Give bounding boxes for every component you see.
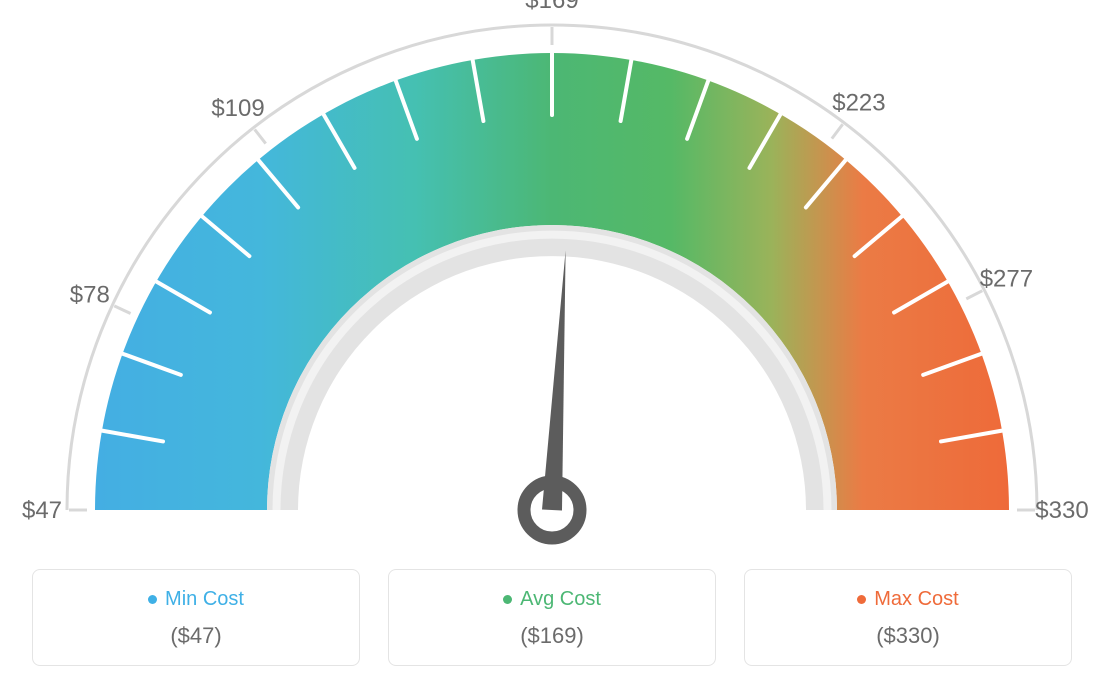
gauge-tick-label: $169 <box>525 0 578 14</box>
legend-min-value: ($47) <box>43 623 349 649</box>
gauge-needle <box>542 250 566 510</box>
legend-avg-top: Avg Cost <box>503 588 601 611</box>
legend-max-value: ($330) <box>755 623 1061 649</box>
gauge-tick-label: $78 <box>70 281 110 308</box>
gauge-major-tick <box>255 129 266 143</box>
gauge-svg: $47 $78 $109 $169 $223 $277 $330 <box>0 0 1104 555</box>
gauge-area: $47 $78 $109 $169 $223 $277 $330 <box>0 0 1104 555</box>
legend-avg-card: Avg Cost ($169) <box>388 569 716 666</box>
legend-min-card: Min Cost ($47) <box>32 569 360 666</box>
legend-avg-value: ($169) <box>399 623 705 649</box>
chart-container: $47 $78 $109 $169 $223 $277 $330 Min Cost ($47… <box>0 0 1104 690</box>
legend-max-top: Max Cost <box>857 588 958 611</box>
legend-avg-dot-icon <box>503 595 512 604</box>
gauge-tick-label: $109 <box>211 95 264 122</box>
legend-min-dot-icon <box>148 595 157 604</box>
legend-avg-label: Avg Cost <box>520 588 601 611</box>
gauge-tick-label: $223 <box>832 90 885 117</box>
gauge-tick-label: $47 <box>22 497 62 524</box>
gauge-tick-label: $277 <box>980 265 1033 292</box>
legend-max-dot-icon <box>857 595 866 604</box>
gauge-tick-label: $330 <box>1035 497 1088 524</box>
legend-min-top: Min Cost <box>148 588 244 611</box>
legend-min-label: Min Cost <box>165 588 244 611</box>
legend-max-card: Max Cost ($330) <box>744 569 1072 666</box>
legend-max-label: Max Cost <box>874 588 958 611</box>
gauge-major-tick <box>832 124 843 138</box>
gauge-major-tick <box>114 306 130 314</box>
legend-row: Min Cost ($47) Avg Cost ($169) Max Cost … <box>32 569 1072 666</box>
